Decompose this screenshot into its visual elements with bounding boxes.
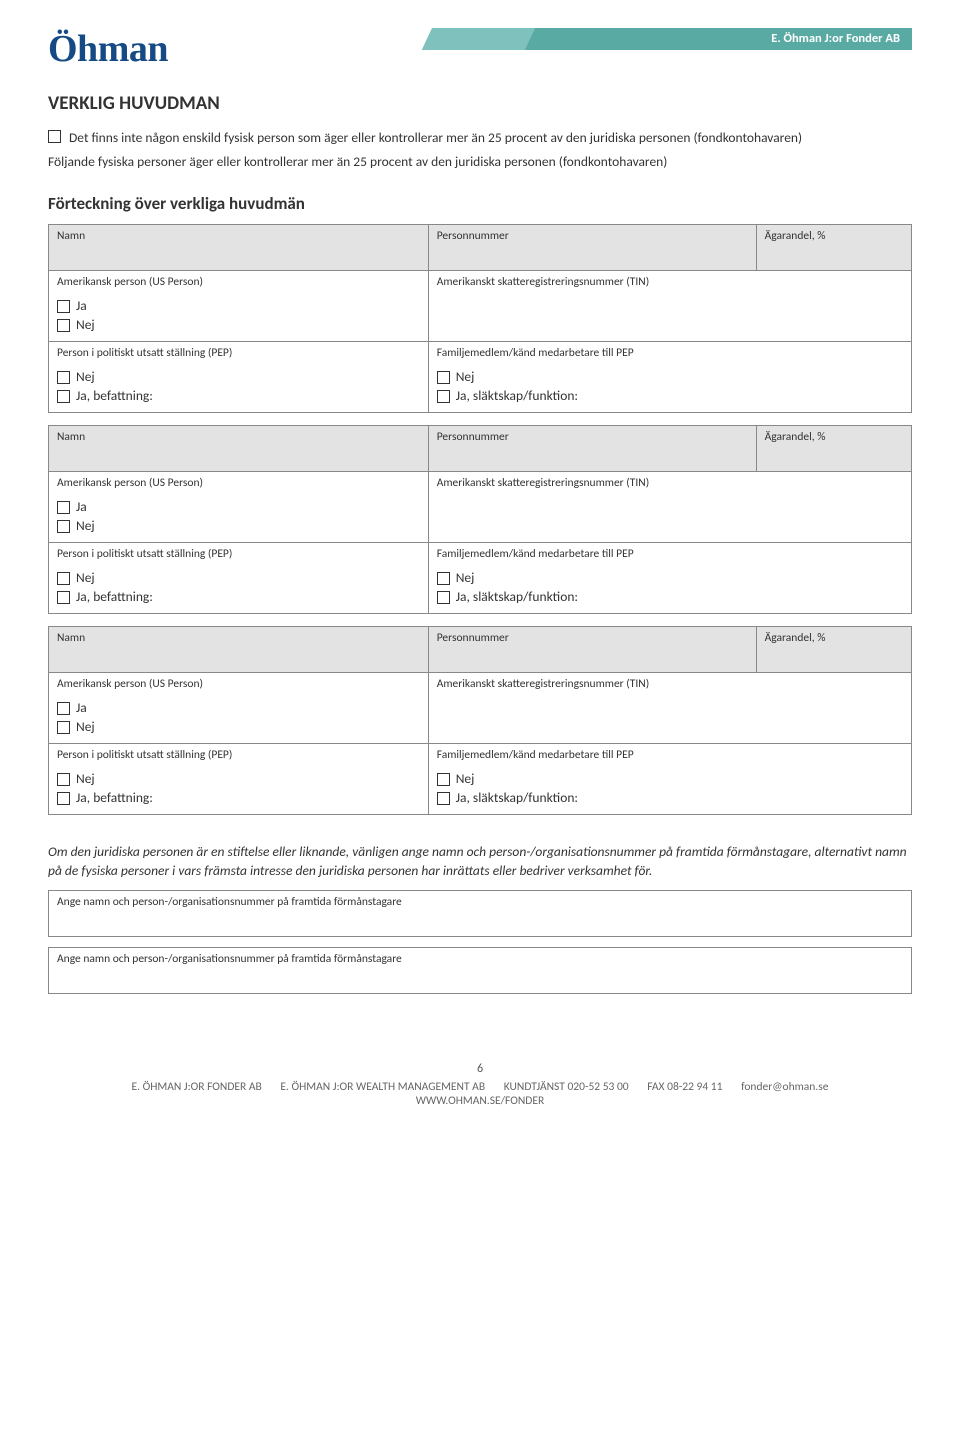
future-beneficiary-2: Ange namn och person-/organisationsnumme…: [48, 947, 912, 994]
page-number: 6: [48, 1062, 912, 1076]
checkbox-pep-ja-1[interactable]: [57, 390, 70, 403]
cell-us-person: Amerikansk person (US Person) Ja Nej: [49, 673, 429, 744]
cell-us-tin[interactable]: Amerikanskt skatteregistreringsnummer (T…: [428, 271, 911, 342]
person-block-1: Namn Personnummer Ägarandel, % Amerikans…: [48, 224, 912, 413]
checkbox-us-ja-1[interactable]: [57, 300, 70, 313]
cell-share[interactable]: Ägarandel, %: [756, 627, 911, 673]
cell-pep: Person i politiskt utsatt ställning (PEP…: [49, 744, 429, 815]
footer: 6 E. ÖHMAN J:OR FONDER AB E. ÖHMAN J:OR …: [48, 1062, 912, 1108]
checkbox-pep-nej-3[interactable]: [57, 773, 70, 786]
checkbox-us-nej-3[interactable]: [57, 721, 70, 734]
footer-line-2: WWW.OHMAN.SE/FONDER: [48, 1094, 912, 1108]
future-beneficiary-cell-1[interactable]: Ange namn och person-/organisationsnumme…: [49, 890, 912, 936]
checkbox-fam-nej-1[interactable]: [437, 371, 450, 384]
checkbox-fam-ja-1[interactable]: [437, 390, 450, 403]
cell-us-person: Amerikansk person (US Person) Ja Nej: [49, 472, 429, 543]
checkbox-us-ja-3[interactable]: [57, 702, 70, 715]
person-block-3: Namn Personnummer Ägarandel, % Amerikans…: [48, 626, 912, 815]
cell-share[interactable]: Ägarandel, %: [756, 225, 911, 271]
checkbox-us-ja-2[interactable]: [57, 501, 70, 514]
header-company-name: E. Öhman J:or Fonder AB: [771, 28, 900, 50]
note-text: Om den juridiska personen är en stiftels…: [48, 843, 912, 879]
checkbox-us-nej-1[interactable]: [57, 319, 70, 332]
intro-checkbox-row: Det finns inte någon enskild fysisk pers…: [48, 129, 912, 147]
cell-pep: Person i politiskt utsatt ställning (PEP…: [49, 342, 429, 413]
cell-personnummer[interactable]: Personnummer: [428, 627, 756, 673]
person-block-2: Namn Personnummer Ägarandel, % Amerikans…: [48, 425, 912, 614]
cell-us-tin[interactable]: Amerikanskt skatteregistreringsnummer (T…: [428, 673, 911, 744]
checkbox-pep-nej-1[interactable]: [57, 371, 70, 384]
checkbox-fam-ja-3[interactable]: [437, 792, 450, 805]
checkbox-us-nej-2[interactable]: [57, 520, 70, 533]
intro-followup: Följande fysiska personer äger eller kon…: [48, 153, 912, 171]
checkbox-fam-nej-3[interactable]: [437, 773, 450, 786]
cell-family-pep: Familjemedlem/känd medarbetare till PEP …: [428, 744, 911, 815]
checkbox-no-owner[interactable]: [48, 130, 61, 143]
cell-us-person: Amerikansk person (US Person) Ja Nej: [49, 271, 429, 342]
cell-family-pep: Familjemedlem/känd medarbetare till PEP …: [428, 342, 911, 413]
cell-share[interactable]: Ägarandel, %: [756, 426, 911, 472]
intro-checkbox-text: Det finns inte någon enskild fysisk pers…: [69, 129, 802, 147]
future-beneficiary-cell-2[interactable]: Ange namn och person-/organisationsnumme…: [49, 947, 912, 993]
footer-line-1: E. ÖHMAN J:OR FONDER AB E. ÖHMAN J:OR WE…: [48, 1080, 912, 1094]
future-beneficiary-1: Ange namn och person-/organisationsnumme…: [48, 890, 912, 937]
cell-personnummer[interactable]: Personnummer: [428, 225, 756, 271]
cell-personnummer[interactable]: Personnummer: [428, 426, 756, 472]
header-tab: E. Öhman J:or Fonder AB: [432, 28, 912, 50]
checkbox-fam-ja-2[interactable]: [437, 591, 450, 604]
cell-family-pep: Familjemedlem/känd medarbetare till PEP …: [428, 543, 911, 614]
cell-name[interactable]: Namn: [49, 426, 429, 472]
cell-pep: Person i politiskt utsatt ställning (PEP…: [49, 543, 429, 614]
cell-us-tin[interactable]: Amerikanskt skatteregistreringsnummer (T…: [428, 472, 911, 543]
checkbox-fam-nej-2[interactable]: [437, 572, 450, 585]
page: E. Öhman J:or Fonder AB Öhman VERKLIG HU…: [0, 0, 960, 1124]
checkbox-pep-ja-3[interactable]: [57, 792, 70, 805]
list-heading: Förteckning över verkliga huvudmän: [48, 193, 912, 214]
checkbox-pep-nej-2[interactable]: [57, 572, 70, 585]
cell-name[interactable]: Namn: [49, 225, 429, 271]
cell-name[interactable]: Namn: [49, 627, 429, 673]
checkbox-pep-ja-2[interactable]: [57, 591, 70, 604]
main-heading: VERKLIG HUVUDMAN: [48, 92, 912, 115]
